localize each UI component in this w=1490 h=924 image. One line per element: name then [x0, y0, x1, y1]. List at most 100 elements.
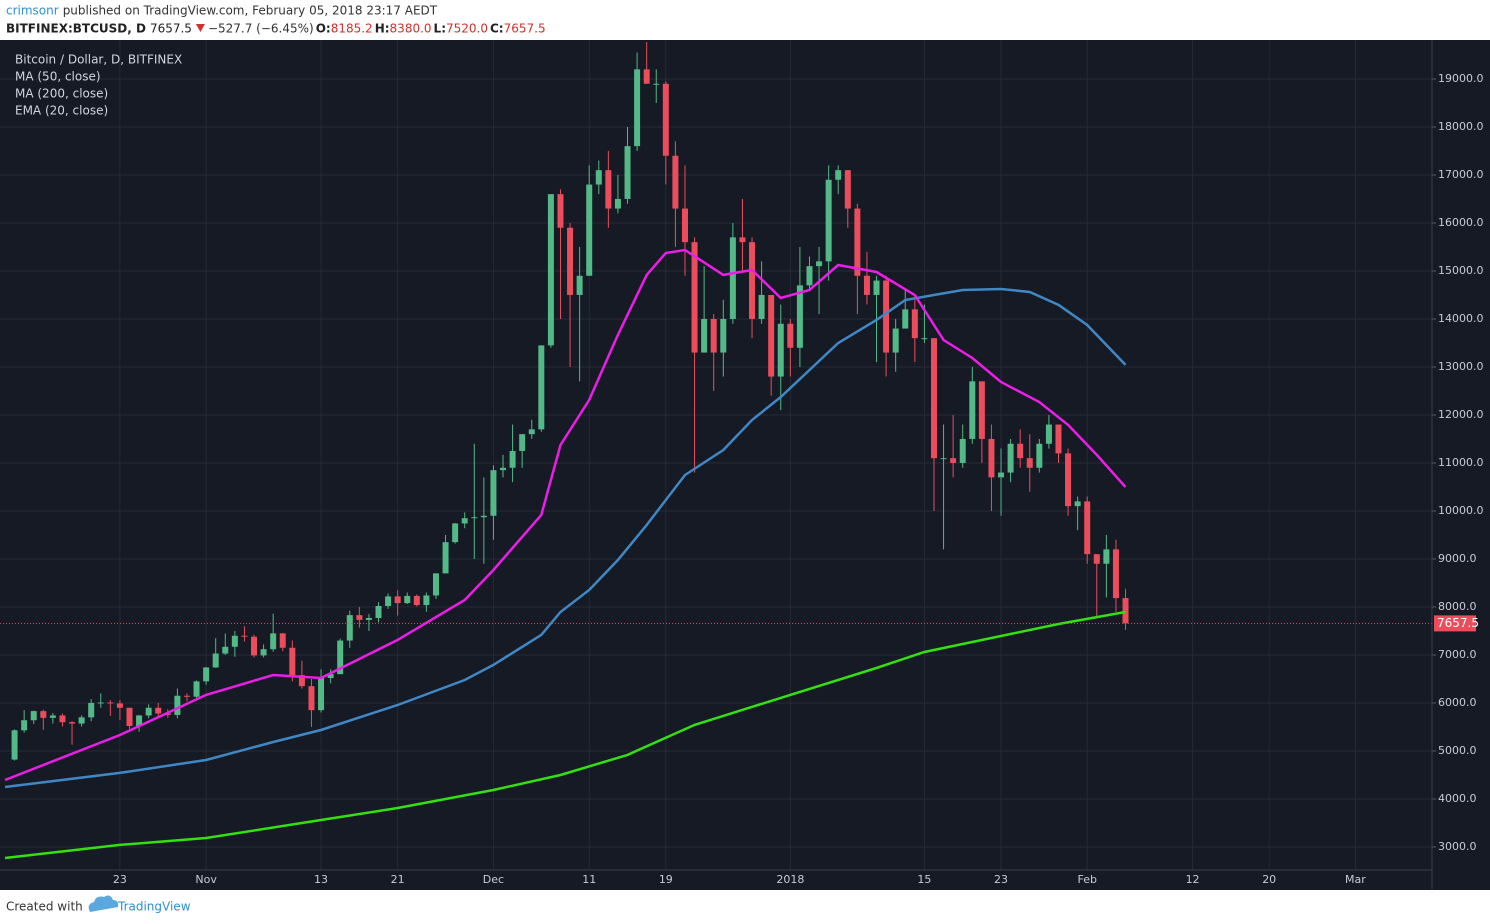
y-tick-label: 6000.0 [1438, 696, 1477, 709]
y-tick-label: 13000.0 [1438, 360, 1484, 373]
candle-body [1074, 501, 1081, 507]
candle-body [1036, 443, 1043, 468]
brand[interactable]: TradingView [117, 900, 191, 914]
last-price: 7657.5 [150, 22, 192, 36]
y-tick-label: 5000.0 [1438, 744, 1477, 757]
candle-body [1026, 458, 1033, 468]
candle-body [327, 674, 334, 678]
y-tick-label: 8000.0 [1438, 600, 1477, 613]
last-price-box [1434, 615, 1476, 632]
candle-body [710, 318, 717, 353]
x-tick-label: 19 [659, 873, 673, 886]
legend: MA (50, close) MA (200, close) EMA (20, cl… [15, 70, 108, 118]
ohlc-key: O: [316, 22, 331, 36]
y-tick-label: 12000.0 [1438, 408, 1484, 421]
candle-body [806, 266, 813, 286]
candle-body [586, 184, 593, 276]
candle-body [1093, 554, 1100, 564]
candle-body [40, 711, 47, 718]
x-tick-label: 21 [391, 873, 405, 886]
candle-body [634, 69, 641, 147]
candle-body [461, 518, 468, 524]
ohlc-key: L: [434, 22, 446, 36]
candle-body [164, 713, 171, 715]
candle-body [863, 275, 870, 295]
candle-body [97, 702, 104, 704]
x-tick-label: 12 [1186, 873, 1200, 886]
candle-body [69, 722, 76, 724]
candle-body [749, 242, 756, 319]
y-tick-label: 14000.0 [1438, 312, 1484, 325]
x-tick-label: Mar [1345, 873, 1366, 886]
ohlc-value: 8380.0 [390, 22, 432, 36]
candle-body [547, 194, 554, 346]
candle-body [681, 208, 688, 243]
candle-body [653, 83, 660, 85]
y-tick-label: 19000.0 [1438, 72, 1484, 85]
candle-body [969, 381, 976, 439]
x-tick-label: 23 [994, 873, 1008, 886]
candle-body [605, 170, 612, 209]
candle-body [49, 715, 56, 718]
candle-body [346, 615, 353, 641]
candle-body [298, 675, 305, 687]
candle-body [643, 69, 650, 84]
legend-entry: MA (200, close) [15, 87, 108, 101]
candle-body [614, 198, 621, 209]
candle-body [1112, 549, 1119, 599]
candle-body [442, 542, 449, 574]
last-price-label: 7657.5 [1437, 616, 1479, 630]
candle-body [21, 720, 28, 731]
candle-body [308, 686, 315, 711]
candle-body [279, 633, 286, 648]
candle-body [356, 615, 363, 620]
candle-body [241, 635, 248, 637]
published: published on TradingView.com, February 0… [63, 4, 438, 18]
candle-body [251, 636, 258, 656]
candle-body [203, 667, 210, 682]
candle-body [930, 338, 937, 459]
candle-body [691, 242, 698, 353]
candle-body [1084, 501, 1091, 555]
candle-body [452, 523, 459, 543]
candle-body [988, 438, 995, 478]
candle-body [1122, 598, 1129, 624]
candle-body [500, 467, 507, 471]
candle-body [471, 517, 478, 519]
symbol: BITFINEX:BTCUSD, D [6, 22, 146, 36]
author[interactable]: crimsonr [6, 4, 59, 18]
candle-body [768, 294, 775, 377]
candle-body [959, 438, 966, 463]
x-tick-label: 11 [582, 873, 596, 886]
y-tick-label: 3000.0 [1438, 840, 1477, 853]
candle-body [950, 458, 957, 463]
candle-body [854, 208, 861, 276]
y-tick-label: 4000.0 [1438, 792, 1477, 805]
candle-body [1045, 424, 1052, 444]
x-tick-label: 13 [314, 873, 328, 886]
candle-body [595, 170, 602, 185]
symbol-line: BITFINEX:BTCUSD, D 7657.5 −527.7 (−6.45%) O… [6, 22, 546, 36]
candle-body [729, 237, 736, 319]
candle-body [88, 702, 95, 718]
indicator-line [4, 248, 1127, 782]
candle-body [480, 515, 487, 518]
candle-body [940, 458, 947, 460]
candle-body [375, 606, 382, 618]
created-with: Created with [6, 900, 83, 914]
candle-body [758, 294, 765, 319]
candle-body [231, 635, 238, 647]
candle-body [490, 470, 497, 516]
x-tick-label: 23 [113, 873, 127, 886]
candle-body [222, 646, 229, 654]
x-tick-label: 2018 [776, 873, 804, 886]
candle-body [318, 678, 325, 711]
candle-body [59, 715, 66, 723]
candle-body [816, 261, 823, 267]
candle-body [126, 707, 133, 726]
chart-bg [0, 40, 1490, 890]
candle-body [155, 707, 162, 714]
candle-body [892, 328, 899, 353]
candle-body [1055, 424, 1062, 454]
